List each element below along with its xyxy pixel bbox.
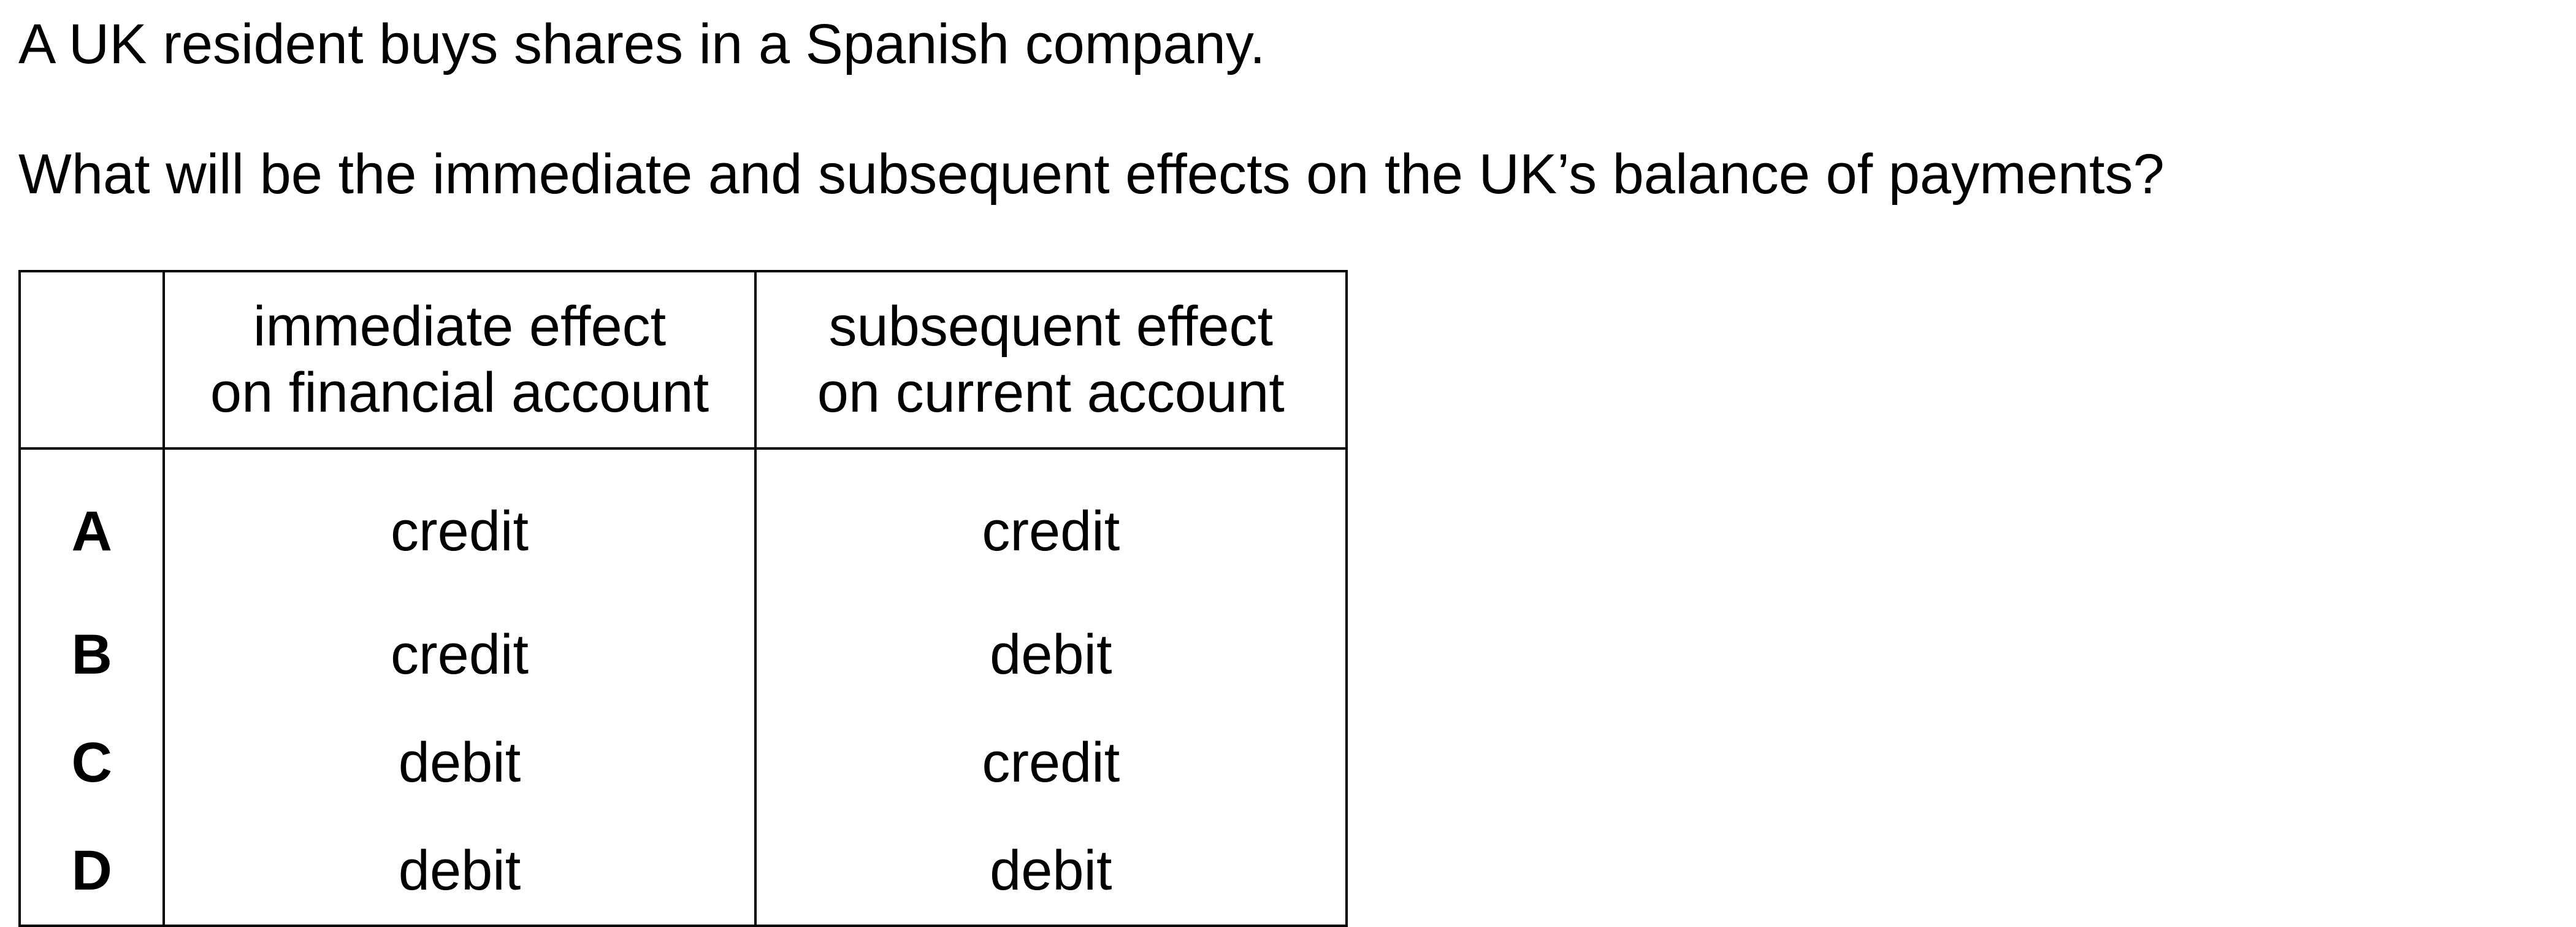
table-row-option-c: C debit credit [18,709,1348,817]
option-label: A [18,448,166,601]
option-label: C [18,709,166,817]
table-header-row: immediate effect on financial account su… [18,270,1348,450]
option-label: B [18,601,166,709]
header-subsequent-effect: subsequent effect on current account [754,270,1348,450]
subsequent-effect-cell: debit [754,601,1348,709]
subsequent-effect-cell: credit [754,709,1348,817]
immediate-effect-cell: debit [162,709,757,817]
header-subsequent-line1: subsequent effect [828,294,1274,358]
header-immediate-line2: on financial account [210,361,709,424]
subsequent-effect-cell: credit [754,448,1348,601]
table-row-option-a: A credit credit [18,448,1348,601]
table-row-option-d: D debit debit [18,817,1348,926]
question-intro: A UK resident buys shares in a Spanish c… [18,13,1266,75]
header-subsequent-line2: on current account [817,361,1285,424]
header-immediate-line1: immediate effect [253,294,667,358]
immediate-effect-cell: credit [162,601,757,709]
answer-options-table: immediate effect on financial account su… [18,270,1348,927]
header-immediate-effect: immediate effect on financial account [162,270,757,450]
option-label: D [18,817,166,926]
table-row-option-b: B credit debit [18,601,1348,709]
subsequent-effect-cell: debit [754,817,1348,926]
question-prompt: What will be the immediate and subsequen… [18,143,2165,206]
immediate-effect-cell: debit [162,817,757,926]
immediate-effect-cell: credit [162,448,757,601]
header-option-label [18,270,166,450]
